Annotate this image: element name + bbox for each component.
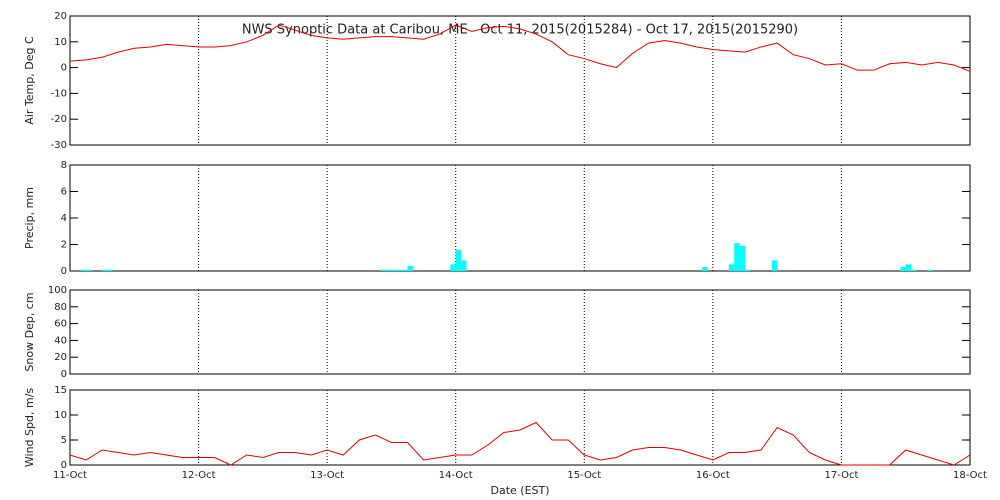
y-axis-label: Air Temp, Deg C — [23, 36, 36, 125]
chart-title: NWS Synoptic Data at Caribou, ME Oct 11,… — [242, 23, 798, 38]
y-tick-label: 40 — [54, 335, 67, 346]
bar — [102, 269, 108, 271]
y-tick-label: 5 — [61, 435, 67, 446]
bar — [927, 269, 933, 271]
y-tick-label: -30 — [51, 140, 67, 151]
y-tick-label: 0 — [61, 63, 67, 74]
data-line — [69, 421, 971, 466]
bar — [771, 260, 778, 271]
y-tick-label: 15 — [54, 385, 67, 396]
y-axis-label: Snow Dep, cm — [23, 292, 36, 371]
x-tick-label: 14-Oct — [439, 470, 473, 481]
bar — [900, 267, 906, 271]
x-tick-label: 15-Oct — [567, 470, 601, 481]
y-tick-label: 80 — [54, 302, 67, 313]
bar — [402, 269, 408, 271]
y-tick-label: 20 — [54, 352, 67, 363]
y-axis-label: Wind Spd, m/s — [23, 388, 36, 468]
bar — [450, 264, 456, 271]
y-tick-label: -10 — [51, 88, 67, 99]
y-tick-label: 20 — [54, 11, 67, 22]
x-tick-label: 12-Oct — [182, 470, 216, 481]
y-tick-label: 4 — [61, 213, 67, 224]
y-tick-label: 10 — [54, 37, 67, 48]
panel-frame — [69, 389, 971, 466]
y-tick-label: -20 — [51, 114, 67, 125]
x-axis-label: Date (EST) — [490, 484, 549, 497]
bar — [107, 269, 113, 271]
x-tick-label: 17-Oct — [824, 470, 858, 481]
y-tick-label: 100 — [48, 285, 67, 296]
y-tick-label: 2 — [61, 240, 67, 251]
x-tick-label: 18-Oct — [953, 470, 987, 481]
x-tick-label: 13-Oct — [310, 470, 344, 481]
y-tick-label: 0 — [61, 460, 67, 471]
bar — [911, 269, 917, 271]
bar — [386, 269, 392, 271]
y-tick-label: 0 — [61, 266, 67, 277]
panel-frame — [69, 289, 971, 375]
bar — [734, 243, 740, 271]
y-tick-label: 6 — [61, 187, 67, 198]
x-tick-label: 11-Oct — [53, 470, 87, 481]
bar — [461, 260, 467, 271]
bar — [739, 245, 745, 271]
y-tick-label: 60 — [54, 319, 67, 330]
bar — [455, 249, 462, 271]
y-tick-label: 0 — [61, 369, 67, 380]
x-tick-label: 16-Oct — [696, 470, 730, 481]
bar — [396, 269, 403, 271]
y-axis-label: Precip, mm — [23, 187, 36, 249]
y-tick-label: 10 — [54, 410, 67, 421]
bar — [86, 269, 92, 271]
data-line — [69, 24, 971, 72]
panel-frame — [69, 164, 971, 272]
bar — [391, 269, 397, 271]
bar — [407, 265, 413, 271]
bar — [80, 269, 87, 271]
bar — [745, 269, 751, 271]
panel-frame — [69, 15, 971, 146]
y-tick-label: 8 — [61, 160, 67, 171]
bar — [728, 264, 735, 271]
bar — [702, 267, 708, 271]
bar — [905, 264, 912, 271]
bar — [380, 269, 387, 271]
